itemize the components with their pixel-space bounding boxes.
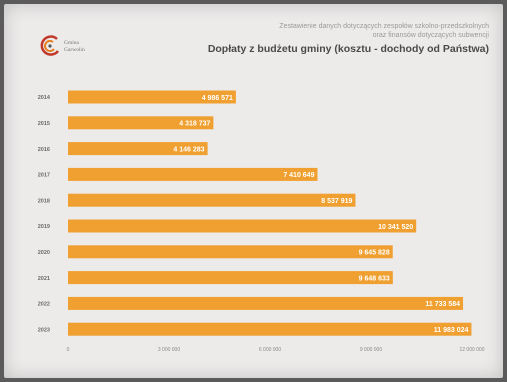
bar (68, 116, 214, 130)
category-label: 2015 (38, 121, 50, 127)
value-label: 9 645 828 (359, 250, 390, 257)
category-label: 2016 (38, 147, 50, 153)
value-label: 9 648 633 (359, 275, 390, 282)
x-tick-label: 9 000 000 (360, 347, 382, 353)
x-tick-label: 12 000 000 (459, 347, 484, 353)
chart-subtitle: Zestawienie danych dotyczących zespołów … (149, 22, 489, 40)
subtitle-line-2: oraz finansów dotyczących subwencji (372, 32, 489, 39)
bar (68, 245, 393, 259)
bar (68, 193, 356, 207)
logo: Gmina Garwolin (38, 34, 128, 60)
value-label: 4 146 283 (173, 146, 204, 153)
value-label: 10 341 520 (378, 224, 413, 231)
x-tick-label: 3 000 000 (158, 347, 180, 353)
category-label: 2018 (38, 198, 50, 204)
bar (68, 219, 417, 233)
category-label: 2019 (38, 224, 50, 230)
bar (68, 271, 393, 285)
category-label: 2020 (38, 250, 50, 256)
bar (68, 167, 318, 181)
bar (68, 142, 208, 156)
bar (68, 90, 236, 104)
value-label: 8 537 919 (321, 198, 352, 205)
category-label: 2021 (38, 276, 50, 282)
gmina-logo-icon (40, 35, 59, 56)
bar (68, 322, 472, 336)
chart-title: Dopłaty z budżetu gminy (kosztu - dochod… (207, 43, 489, 55)
category-label: 2022 (38, 302, 50, 308)
value-label: 11 983 024 (434, 327, 469, 334)
category-label: 2023 (38, 327, 50, 333)
value-label: 7 410 649 (283, 172, 314, 179)
x-tick-label: 0 (67, 347, 70, 353)
category-label: 2014 (38, 95, 51, 101)
category-label: 2017 (38, 173, 50, 179)
x-tick-label: 6 000 000 (259, 347, 281, 353)
chart-header: Zestawienie danych dotyczących zespołów … (149, 22, 489, 55)
value-label: 4 986 571 (202, 95, 233, 102)
subtitle-line-1: Zestawienie danych dotyczących zespołów … (279, 23, 489, 30)
value-label: 4 318 737 (179, 121, 210, 128)
logo-line-1: Gmina (64, 40, 79, 46)
bar (68, 296, 464, 310)
chart-panel: Gmina Garwolin Zestawienie danych dotycz… (4, 4, 503, 378)
logo-line-2: Garwolin (64, 46, 85, 53)
value-label: 11 733 584 (425, 301, 460, 308)
